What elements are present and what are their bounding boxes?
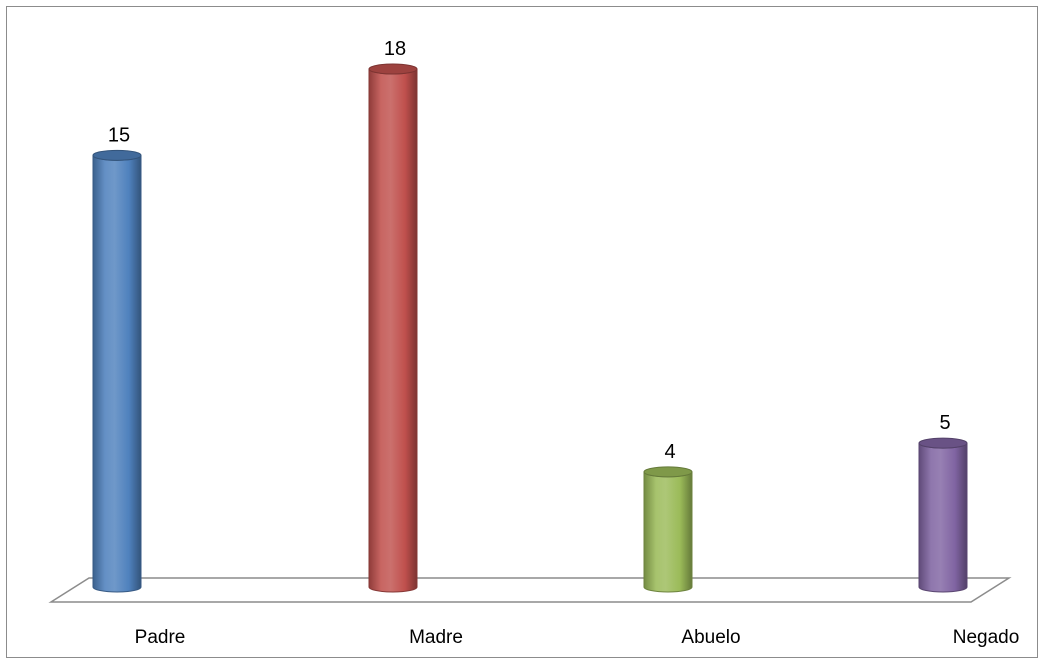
bar-madre-top <box>368 63 418 75</box>
bar-negado-top <box>918 437 968 449</box>
bar-negado <box>918 442 968 593</box>
category-label-madre: Madre <box>409 627 463 648</box>
category-label-padre: Padre <box>135 627 186 648</box>
bar-padre <box>92 155 142 593</box>
bar-chart: 15 18 4 5 Padre Madre Abuelo Negado <box>48 38 1020 648</box>
data-label-padre: 15 <box>108 124 130 146</box>
bar-padre-top <box>92 149 142 161</box>
bar-madre <box>368 68 418 593</box>
data-label-negado: 5 <box>939 412 950 434</box>
bar-abuelo-top <box>643 466 693 478</box>
chart-area: 15 18 4 5 Padre Madre Abuelo Negado <box>6 6 1038 658</box>
bar-abuelo <box>643 471 693 593</box>
category-label-negado: Negado <box>953 627 1020 648</box>
category-label-abuelo: Abuelo <box>681 627 740 648</box>
data-label-abuelo: 4 <box>664 441 675 463</box>
chart-floor <box>48 577 1012 603</box>
data-label-madre: 18 <box>384 38 406 60</box>
